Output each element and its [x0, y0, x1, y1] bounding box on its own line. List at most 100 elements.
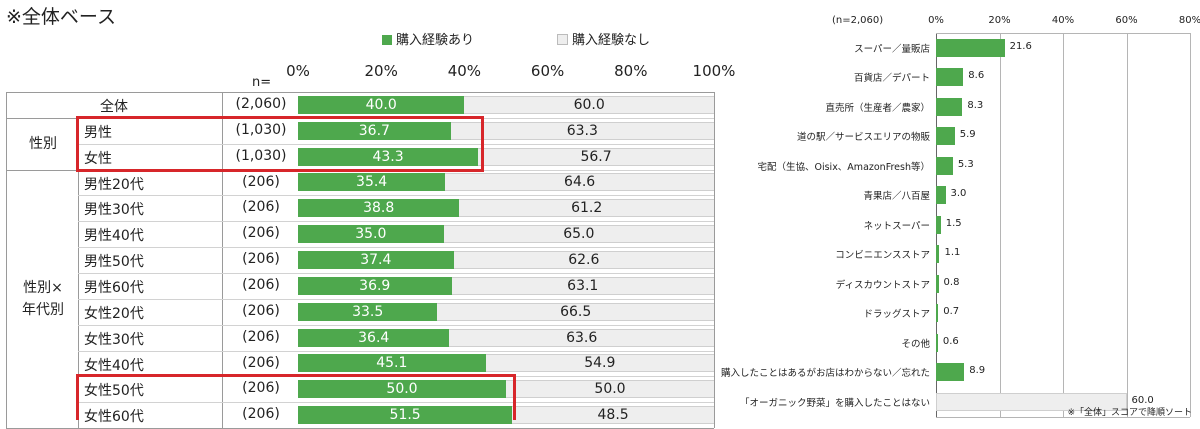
bar-yes-value: 35.4	[356, 174, 388, 191]
right-category-label: 道の駅／サービスエリアの物販	[796, 132, 930, 144]
row-category: 男性30代	[84, 202, 144, 219]
bar-no	[485, 354, 714, 373]
legend-swatch-no	[557, 34, 568, 45]
bar-no	[459, 199, 714, 218]
right-gridline	[1126, 33, 1128, 417]
row-n: (206)	[242, 302, 280, 319]
right-bar	[936, 245, 940, 264]
row-n: (1,030)	[235, 147, 287, 164]
row-category: 全体	[100, 99, 128, 115]
bar-yes-value: 43.3	[372, 148, 404, 165]
right-bar	[936, 38, 1005, 57]
row-n: (2,060)	[235, 96, 287, 112]
right-bar	[936, 333, 938, 352]
right-x-tick-label: 60%	[1115, 15, 1138, 26]
legend-swatch-yes	[382, 35, 392, 45]
row-separator	[78, 324, 714, 326]
right-category-label: コンビニエンスストア	[835, 250, 930, 262]
bar-yes	[298, 121, 451, 140]
row-n: (206)	[242, 406, 280, 423]
right-bar-value: 1.5	[945, 217, 962, 229]
bar-yes	[298, 95, 465, 114]
bar-yes-value: 36.7	[358, 122, 390, 139]
right-gridline	[1190, 33, 1191, 417]
right-gridline	[1063, 33, 1064, 417]
right-bar-value: 1.1	[944, 247, 961, 259]
row-separator	[78, 272, 714, 274]
right-category-label: ネットスーパー	[863, 220, 930, 232]
row-separator	[78, 221, 714, 223]
right-category-label: 百貨店／デパート	[853, 73, 930, 85]
right-bar	[936, 392, 1127, 411]
row-separator	[78, 247, 714, 249]
bar-yes	[298, 276, 452, 295]
legend-item-yes: 購入経験あり	[382, 29, 474, 48]
bar-no-value: 54.9	[584, 355, 616, 372]
bar-yes	[298, 354, 486, 373]
row-n: (206)	[242, 173, 280, 190]
row-category: 男性40代	[84, 228, 144, 245]
right-x-tick-label: 20%	[988, 15, 1011, 26]
bar-yes	[298, 173, 446, 192]
bar-yes-value: 36.4	[358, 329, 390, 346]
bar-yes	[298, 328, 450, 347]
row-separator	[78, 298, 714, 300]
bar-yes	[298, 225, 444, 244]
right-bar-value: 60.0	[1131, 394, 1154, 406]
right-bar	[936, 274, 939, 293]
right-bar-value: 5.9	[959, 129, 976, 141]
right-bar-value: 0.6	[942, 335, 959, 347]
row-separator	[78, 143, 714, 145]
row-n: (206)	[242, 354, 280, 371]
bar-yes-value: 37.4	[360, 252, 392, 269]
footnote: ※「全体」スコアで降順ソート	[1067, 408, 1192, 418]
right-category-label: 青果店／八百屋	[863, 191, 930, 203]
bar-no-value: 48.5	[597, 407, 629, 424]
right-category-label: ドラッグストア	[863, 309, 930, 321]
right-n-label: (n=2,060)	[832, 15, 884, 26]
bar-yes	[298, 147, 479, 166]
right-bar-value: 5.3	[957, 158, 974, 170]
right-bar	[936, 215, 941, 234]
bar-yes-value: 33.5	[352, 303, 384, 320]
row-separator	[78, 195, 714, 197]
bar-yes-value: 35.0	[355, 226, 387, 243]
right-bar	[936, 127, 955, 146]
header-note: ※全体ベース	[6, 6, 116, 28]
bar-yes	[298, 380, 506, 399]
bar-yes-value: 40.0	[365, 96, 397, 113]
bar-no-value: 63.6	[566, 329, 598, 346]
bar-yes-value: 38.8	[363, 200, 395, 217]
right-bar	[936, 186, 946, 205]
bar-no	[445, 173, 714, 192]
right-bar	[936, 363, 965, 382]
right-bar-value: 8.3	[967, 99, 984, 111]
bar-no-value: 63.1	[567, 277, 599, 294]
bar-no-value: 63.3	[566, 122, 598, 139]
right-bar-value: 8.6	[968, 70, 985, 82]
right-bar	[936, 156, 953, 175]
bar-no-value: 62.6	[568, 252, 600, 269]
right-category-label: 直売所（生産者／農家）	[825, 102, 930, 114]
right-bar	[936, 304, 939, 323]
bar-yes	[298, 199, 460, 218]
row-n: (206)	[242, 225, 280, 242]
bar-yes-value: 45.1	[376, 355, 408, 372]
right-category-label: 宅配（生協、Oisix、AmazonFresh等）	[757, 161, 930, 173]
bar-no	[449, 328, 714, 347]
bar-no	[437, 302, 714, 321]
bar-no-value: 61.2	[571, 200, 603, 217]
bar-no-value: 64.6	[564, 174, 596, 191]
n-header: n=	[252, 75, 272, 90]
right-bar	[936, 68, 964, 87]
right-x-tick-label: 80%	[1178, 15, 1200, 26]
row-n: (1,030)	[235, 121, 287, 138]
row-category: 女性	[84, 150, 112, 167]
bar-yes	[298, 302, 438, 321]
row-separator	[78, 350, 714, 352]
table-top-line	[6, 92, 714, 93]
highlight-box	[76, 115, 484, 172]
bar-yes-value: 51.5	[389, 407, 421, 424]
x-tick-label: 0%	[286, 62, 310, 80]
x-tick-label: 100%	[692, 62, 736, 80]
